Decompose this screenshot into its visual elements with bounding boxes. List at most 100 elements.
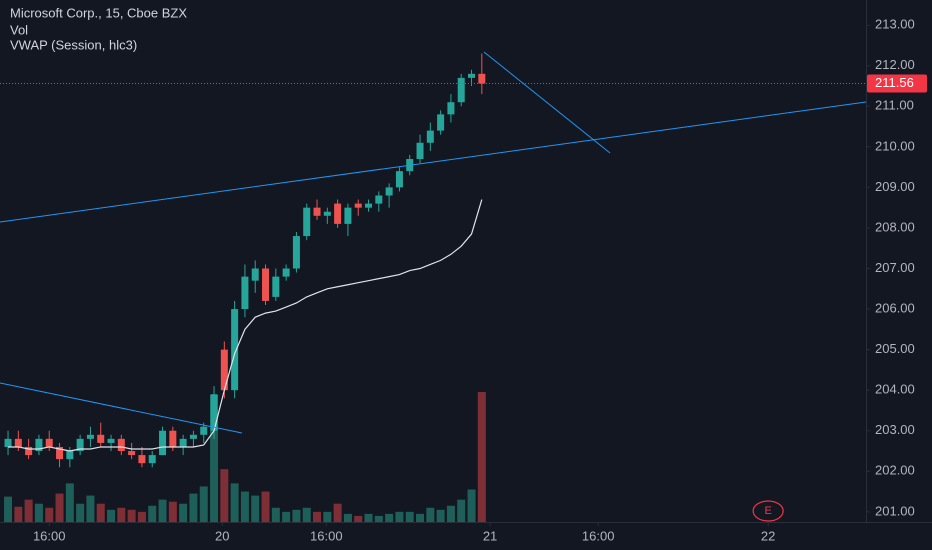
- volume-bar: [199, 486, 208, 522]
- volume-bar: [76, 503, 85, 522]
- volume-bar: [189, 493, 198, 522]
- y-tick-label: 204.00: [875, 382, 915, 397]
- candle-body: [334, 203, 342, 224]
- vwap-line: [8, 199, 483, 452]
- volume-bar: [230, 483, 239, 522]
- candle-body: [128, 451, 136, 456]
- candle-body: [231, 309, 239, 391]
- volume-bar: [4, 496, 13, 522]
- x-tick-label: 16:00: [33, 528, 66, 543]
- volume-bar: [302, 507, 311, 522]
- volume-legend: Vol: [10, 22, 28, 37]
- volume-bar: [405, 511, 414, 522]
- volume-bar: [24, 499, 33, 522]
- candle-body: [35, 438, 43, 452]
- volume-bar: [55, 493, 64, 522]
- volume-bar: [45, 507, 54, 522]
- candle-body: [4, 438, 12, 447]
- candle-body: [365, 203, 373, 208]
- last-price-box: [867, 74, 927, 93]
- earnings-label: E: [764, 505, 771, 517]
- candle-body: [354, 203, 362, 208]
- y-tick-label: 205.00: [875, 341, 915, 356]
- y-tick-label: 203.00: [875, 422, 915, 437]
- volume-bar: [292, 509, 301, 522]
- candle-body: [45, 438, 53, 447]
- candle-body: [437, 114, 445, 131]
- candle-body: [56, 446, 64, 460]
- candle-body: [159, 430, 167, 456]
- candle-body: [292, 236, 300, 269]
- volume-bar: [467, 489, 476, 522]
- candle-body: [313, 207, 321, 216]
- volume-bar: [385, 513, 394, 522]
- x-tick-label: 21: [483, 528, 497, 543]
- candle-body: [189, 434, 197, 439]
- volume-bar: [364, 513, 373, 522]
- volume-bar: [343, 513, 352, 522]
- candle-body: [447, 102, 455, 115]
- volume-bar: [282, 511, 291, 522]
- y-tick-label: 206.00: [875, 301, 915, 316]
- candle-body: [385, 187, 393, 196]
- volume-bar: [457, 499, 466, 522]
- volume-bar: [313, 511, 322, 522]
- candle-body: [416, 142, 424, 159]
- volume-bar: [251, 495, 260, 522]
- y-tick-label: 210.00: [875, 138, 915, 153]
- candle-body: [76, 438, 84, 452]
- y-tick-label: 209.00: [875, 179, 915, 194]
- plot-area: [4, 53, 486, 522]
- volume-bar: [117, 507, 126, 522]
- candle-body: [344, 207, 352, 224]
- y-tick-label: 211.00: [875, 98, 914, 113]
- volume-bar: [179, 503, 188, 522]
- earnings-marker: [752, 500, 784, 522]
- candle-body: [262, 268, 270, 301]
- volume-bar: [416, 513, 425, 522]
- candle-body: [138, 455, 146, 464]
- candle-body: [179, 438, 187, 447]
- volume-bar: [86, 495, 95, 522]
- candle-body: [210, 394, 218, 431]
- candle-body: [426, 130, 434, 143]
- y-tick-label: 208.00: [875, 219, 915, 234]
- volume-bar: [127, 509, 136, 522]
- y-tick-label: 212.00: [875, 57, 915, 72]
- candle-body: [323, 211, 331, 216]
- volume-bar: [168, 501, 177, 522]
- x-tick-label: 16:00: [310, 528, 343, 543]
- vwap-legend: VWAP (Session, hlc3): [10, 37, 137, 52]
- volume-bar: [271, 507, 280, 522]
- volume-bar: [107, 509, 116, 522]
- candle-body: [282, 268, 290, 277]
- candle-body: [272, 276, 280, 297]
- y-tick-label: 202.00: [875, 463, 915, 478]
- candle-body: [478, 73, 486, 84]
- volume-bar: [240, 491, 249, 522]
- x-tick-label: 16:00: [582, 528, 615, 543]
- volume-bar: [220, 469, 229, 522]
- x-tick-label: 22: [761, 528, 775, 543]
- volume-bar: [34, 503, 43, 522]
- candle-body: [303, 207, 311, 237]
- candle-body: [97, 434, 105, 443]
- candle-body: [86, 434, 94, 439]
- candle-body: [241, 276, 249, 310]
- candle-body: [395, 171, 403, 188]
- y-tick-label: 201.00: [875, 503, 915, 518]
- candle-body: [66, 451, 74, 460]
- candle-body: [117, 438, 125, 452]
- volume-bar: [333, 503, 342, 522]
- candle-body: [169, 430, 177, 447]
- volume-bar: [354, 515, 363, 522]
- volume-bar: [395, 511, 404, 522]
- trend-line: [0, 382, 243, 434]
- trend-line: [0, 101, 867, 223]
- volume-bar: [436, 509, 445, 522]
- symbol-title: Microsoft Corp., 15, Cboe BZX: [10, 5, 187, 20]
- volume-bar: [158, 499, 167, 522]
- last-price-label: 211.56: [875, 75, 914, 90]
